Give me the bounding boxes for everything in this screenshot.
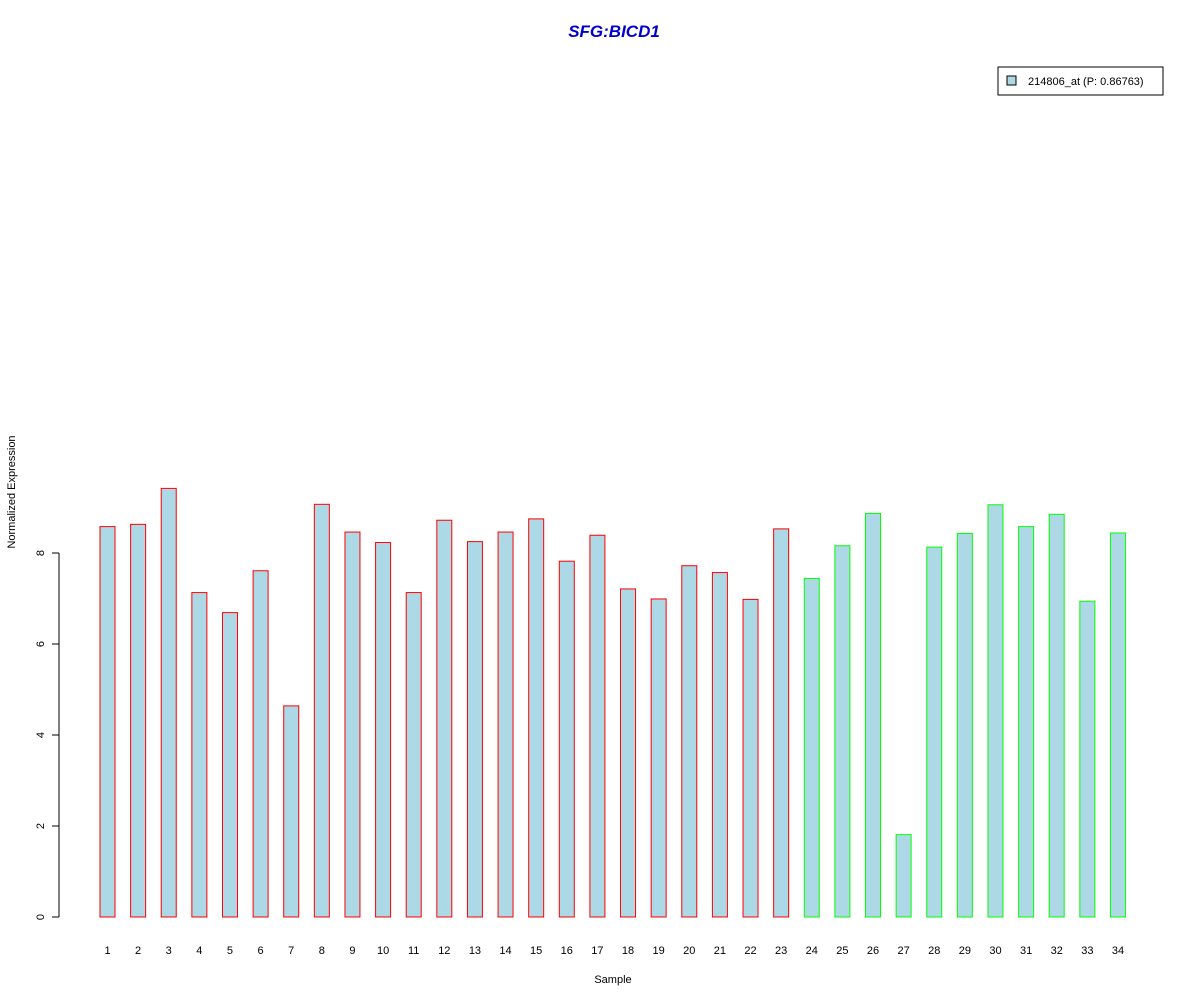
x-tick-label: 31 <box>1020 945 1032 957</box>
y-axis: 0 2 4 6 8 <box>35 550 60 920</box>
bars-group <box>99 487 1126 918</box>
x-tick-label: 30 <box>989 945 1001 957</box>
bar-sample-25 <box>834 545 851 918</box>
y-tick-label: 2 <box>35 823 47 829</box>
bar-sample-21 <box>711 572 728 918</box>
x-tick-label: 22 <box>744 945 756 957</box>
bar-sample-8 <box>313 503 330 918</box>
x-tick-label: 1 <box>104 945 110 957</box>
bar-sample-14 <box>497 531 514 918</box>
bar-sample-16 <box>558 560 575 918</box>
x-tick-label: 26 <box>867 945 879 957</box>
bar-sample-33 <box>1079 600 1096 918</box>
bar-sample-17 <box>589 534 606 918</box>
x-tick-label: 13 <box>469 945 481 957</box>
x-tick-label: 9 <box>349 945 355 957</box>
bar-sample-15 <box>528 518 545 918</box>
bar-sample-1 <box>99 526 116 918</box>
bar-sample-18 <box>620 588 637 918</box>
bar-sample-23 <box>773 528 790 918</box>
y-tick-label: 6 <box>35 641 47 647</box>
x-tick-label: 24 <box>806 945 818 957</box>
x-tick-label: 5 <box>227 945 233 957</box>
x-tick-label: 12 <box>438 945 450 957</box>
bar-sample-2 <box>130 523 147 918</box>
x-tick-label: 11 <box>408 945 419 957</box>
bar-sample-3 <box>160 487 177 918</box>
x-tick-label: 2 <box>135 945 141 957</box>
x-tick-label: 8 <box>319 945 325 957</box>
x-tick-label: 16 <box>561 945 573 957</box>
bar-sample-6 <box>252 570 269 918</box>
bar-sample-7 <box>283 705 300 918</box>
bar-sample-29 <box>956 532 973 918</box>
x-tick-label: 18 <box>622 945 634 957</box>
chart-title: SFG:BICD1 <box>568 22 660 41</box>
x-tick-label: 3 <box>166 945 172 957</box>
x-tick-label: 10 <box>377 945 389 957</box>
bar-sample-13 <box>466 541 483 918</box>
bar-sample-11 <box>405 592 422 918</box>
legend-entry-label: 214806_at (P: 0.86763) <box>1028 76 1144 88</box>
bar-sample-32 <box>1048 513 1065 918</box>
bar-sample-9 <box>344 531 361 918</box>
x-tick-label: 32 <box>1051 945 1063 957</box>
x-tick-label: 17 <box>591 945 603 957</box>
bar-sample-27 <box>895 834 912 918</box>
bar-sample-20 <box>681 565 698 918</box>
x-tick-label: 21 <box>714 945 726 957</box>
x-tick-label: 28 <box>928 945 940 957</box>
x-tick-label: 34 <box>1112 945 1124 957</box>
bar-sample-31 <box>1018 526 1035 918</box>
bar-sample-12 <box>436 519 453 918</box>
x-tick-label: 15 <box>530 945 542 957</box>
bar-sample-10 <box>375 542 392 918</box>
y-tick-label: 4 <box>35 732 47 738</box>
y-tick-label: 8 <box>35 550 47 556</box>
bar-sample-34 <box>1109 532 1126 918</box>
x-axis-label: Sample <box>594 974 631 986</box>
x-tick-label: 6 <box>258 945 264 957</box>
bar-sample-19 <box>650 598 667 918</box>
bar-sample-24 <box>803 577 820 918</box>
y-axis-label: Normalized Expression <box>6 435 18 548</box>
x-tick-label: 4 <box>196 945 202 957</box>
x-tick-label: 33 <box>1081 945 1093 957</box>
bar-sample-30 <box>987 504 1004 918</box>
x-tick-label: 19 <box>653 945 665 957</box>
legend-swatch <box>1006 75 1017 86</box>
x-tick-label: 27 <box>897 945 909 957</box>
x-tick-label: 14 <box>499 945 511 957</box>
x-tick-label: 7 <box>288 945 294 957</box>
legend: 214806_at (P: 0.86763) <box>997 66 1164 96</box>
bar-sample-28 <box>926 546 943 918</box>
bar-sample-5 <box>221 612 238 918</box>
x-tick-label: 20 <box>683 945 695 957</box>
bar-sample-22 <box>742 598 759 918</box>
y-tick-label: 0 <box>35 914 47 920</box>
x-tick-label: 29 <box>959 945 971 957</box>
x-tick-labels: 1 2 3 4 5 6 7 8 9 10 11 12 13 14 15 16 17 18 19 20 21 22 23 24 2… <box>104 945 1124 957</box>
x-tick-label: 25 <box>836 945 848 957</box>
bar-sample-4 <box>191 592 208 918</box>
bar-sample-26 <box>865 512 881 918</box>
legend-box <box>997 66 1164 96</box>
x-tick-label: 23 <box>775 945 787 957</box>
